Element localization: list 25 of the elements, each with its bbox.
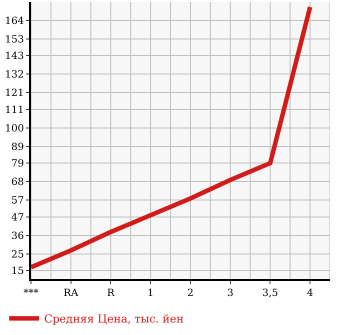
x-tick-label: R [106,288,115,299]
y-tick-label: 68 [11,177,24,188]
x-tick-label: 2 [187,288,194,299]
x-tick-label: 4 [306,288,314,299]
legend-label: Средняя Цена, тыс. йен [44,312,184,326]
x-tick-label: 3,5 [262,288,278,299]
y-tick-label: 100 [4,123,24,134]
y-tick-label: 153 [4,34,24,46]
y-tick-label: 79 [11,158,24,170]
y-tick-label: 47 [11,212,24,224]
y-tick-label: 15 [11,266,24,278]
y-tick-label: 121 [4,88,24,100]
y-tick-label: 164 [4,16,24,27]
y-tick-label: 132 [4,70,24,81]
y-tick-label: 111 [4,104,24,116]
y-tick-label: 36 [11,230,24,242]
x-tick-label: *** [24,288,38,299]
x-tick-label: RA [63,288,80,299]
y-tick-label: 57 [11,196,24,207]
x-tick-label: 3 [227,288,234,299]
y-tick-label: 25 [11,249,24,260]
y-tick-label: 143 [4,51,24,62]
y-tick-label: 89 [11,142,24,153]
line-series [31,4,312,270]
x-tick-label: 1 [147,288,154,299]
